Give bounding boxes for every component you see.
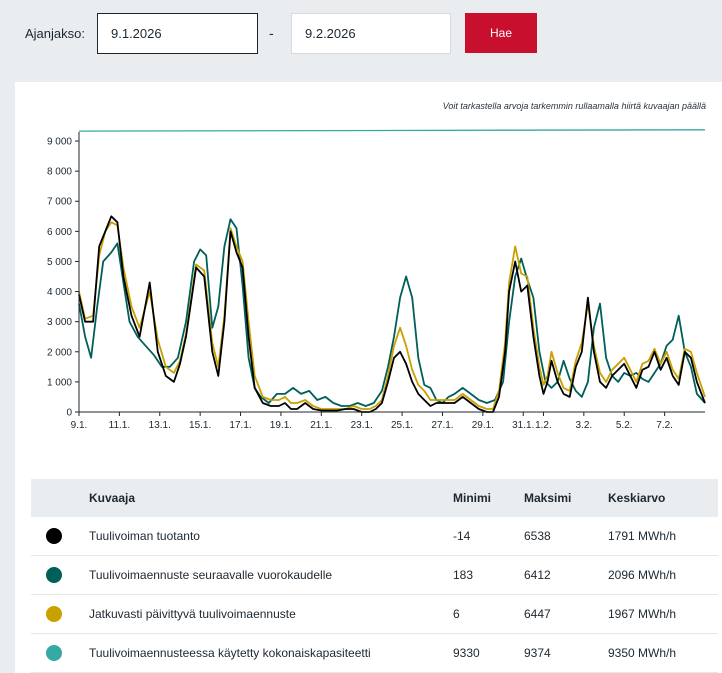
y-tick-label: 4 000 — [47, 287, 72, 298]
header-min: Minimi — [453, 479, 524, 517]
search-button[interactable]: Hae — [465, 13, 537, 53]
series-name: Jatkuvasti päivittyvä tuulivoimaennuste — [89, 594, 453, 634]
date-separator: - — [269, 25, 274, 41]
x-tick-label: 23.1. — [351, 420, 373, 431]
series-max: 6412 — [524, 555, 608, 595]
series-max: 6447 — [524, 594, 608, 634]
x-tick-label: 21.1. — [310, 420, 332, 431]
series-name: Tuulivoimaennusteessa käytetty kokonaisk… — [89, 633, 453, 673]
series-color-dot — [46, 606, 62, 622]
series-min: 6 — [453, 594, 524, 634]
y-tick-label: 8 000 — [47, 167, 72, 178]
series-avg: 2096 MWh/h — [608, 555, 718, 595]
x-tick-label: 13.1. — [149, 420, 171, 431]
series-min: 183 — [453, 555, 524, 595]
x-tick-label: 19.1. — [270, 420, 292, 431]
series-avg: 9350 MWh/h — [608, 633, 718, 673]
x-tick-label: 1.2. — [535, 420, 552, 431]
x-tick-label: 11.1. — [109, 420, 131, 431]
series-line-capacity — [78, 129, 706, 132]
y-tick-label: 3 000 — [47, 317, 72, 328]
header-name: Kuvaaja — [89, 479, 453, 517]
x-tick-label: 7.2. — [656, 420, 673, 431]
series-name: Tuulivoimaennuste seuraavalle vuorokaude… — [89, 555, 453, 595]
table-row[interactable]: Jatkuvasti päivittyvä tuulivoimaennuste … — [31, 594, 718, 634]
series-name: Tuulivoiman tuotanto — [89, 517, 453, 556]
series-min: -14 — [453, 517, 524, 556]
x-tick-label: 15.1. — [189, 420, 211, 431]
series-avg: 1967 MWh/h — [608, 594, 718, 634]
series-line-production — [78, 215, 706, 413]
filter-bar: Ajanjakso: 9.1.2026 - 9.2.2026 Hae — [0, 0, 722, 82]
series-max: 6538 — [524, 517, 608, 556]
header-max: Maksimi — [524, 479, 608, 517]
table-row[interactable]: Tuulivoimaennusteessa käytetty kokonaisk… — [31, 633, 718, 673]
wind-power-chart[interactable]: 0 1 000 2 000 3 000 4 000 5 000 6 000 7 000 8 00… — [0, 0, 722, 470]
x-tick-label: 9.1. — [71, 420, 88, 431]
header-icon-col — [31, 479, 89, 517]
period-label: Ajanjakso: — [25, 26, 85, 41]
header-avg: Keskiarvo — [608, 479, 718, 517]
series-line-forecast-day-ahead — [78, 218, 706, 407]
x-tick-label: 17.1. — [229, 420, 251, 431]
start-date-input[interactable]: 9.1.2026 — [97, 13, 258, 54]
chart-hint: Voit tarkastella arvoja tarkemmin rullaa… — [442, 101, 706, 111]
y-tick-label: 6 000 — [47, 227, 72, 238]
series-color-dot — [46, 567, 62, 583]
table-row[interactable]: Tuulivoiman tuotanto -14 6538 1791 MWh/h — [31, 517, 718, 556]
x-tick-label: 29.1. — [472, 420, 494, 431]
y-tick-label: 2 000 — [47, 347, 72, 358]
end-date-input[interactable]: 9.2.2026 — [291, 13, 451, 54]
x-tick-label: 3.2. — [575, 420, 592, 431]
x-tick-label: 5.2. — [616, 420, 633, 431]
y-tick-label: 1 000 — [47, 377, 72, 388]
series-color-dot — [46, 645, 62, 661]
series-avg: 1791 MWh/h — [608, 517, 718, 556]
x-tick-label: 25.1. — [391, 420, 413, 431]
x-tick-label: 27.1. — [431, 420, 453, 431]
x-tick-label: 31.1. — [512, 420, 534, 431]
y-tick-label: 0 — [66, 408, 72, 419]
table-header-row: Kuvaaja Minimi Maksimi Keskiarvo — [31, 479, 718, 517]
y-tick-label: 7 000 — [47, 197, 72, 208]
table-row[interactable]: Tuulivoimaennuste seuraavalle vuorokaude… — [31, 555, 718, 595]
series-min: 9330 — [453, 633, 524, 673]
series-color-dot — [46, 528, 62, 544]
y-tick-label: 5 000 — [47, 257, 72, 268]
series-max: 9374 — [524, 633, 608, 673]
series-table: Kuvaaja Minimi Maksimi Keskiarvo Tuulivo… — [31, 479, 718, 673]
y-tick-label: 9 000 — [47, 137, 72, 148]
